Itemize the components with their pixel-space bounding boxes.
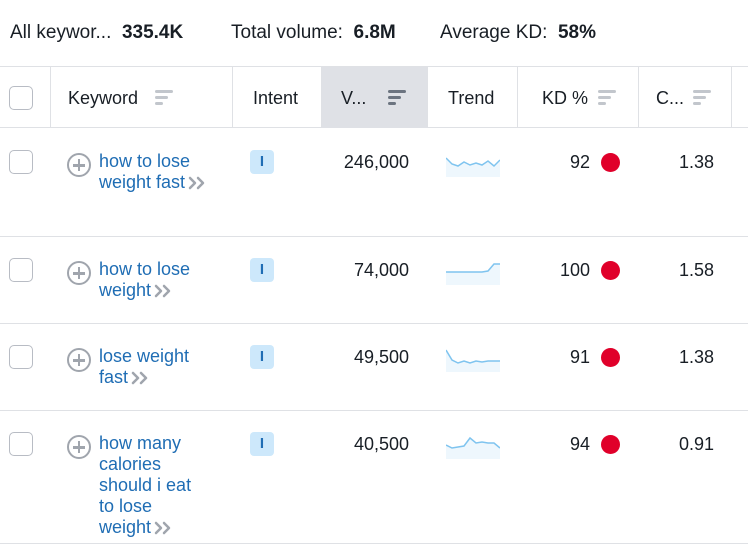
keywords-summary[interactable]: All keywor... 335.4K [10, 21, 183, 45]
cpc-value: 1.38 [678, 152, 714, 172]
volume-value: 246,000 [343, 152, 409, 172]
keyword-text: how many calories should i eat to lose w… [99, 433, 192, 537]
table-row: lose weight fast I 49,500 91 1.38 [0, 324, 748, 411]
sort-icon[interactable] [155, 90, 175, 106]
keywords-count: 335.4K [121, 22, 184, 43]
chevron-right-double-icon[interactable] [187, 176, 207, 190]
kd-value: 100 [559, 260, 590, 280]
header-trend-label: Trend [448, 88, 495, 108]
average-kd-label: Average KD: [440, 22, 548, 43]
kd-difficulty-dot [601, 347, 620, 367]
intent-badge[interactable]: I [250, 258, 274, 282]
row-checkbox[interactable] [9, 258, 33, 282]
intent-badge[interactable]: I [250, 345, 274, 369]
header-kd[interactable]: KD % [518, 67, 639, 128]
cpc-value: 1.38 [678, 347, 714, 367]
header-intent-label: Intent [253, 88, 299, 108]
row-checkbox[interactable] [9, 345, 33, 369]
chevron-right-double-icon[interactable] [130, 371, 150, 385]
cpc-value: 1.58 [678, 260, 714, 280]
add-keyword-icon[interactable] [67, 153, 91, 177]
keyword-link[interactable]: how to lose weight [99, 259, 209, 301]
sort-icon[interactable] [693, 90, 713, 106]
total-volume-value: 6.8M [353, 22, 396, 43]
sort-icon[interactable] [598, 90, 618, 106]
table-header: Keyword Intent V... Trend KD % C... [0, 66, 748, 128]
volume-value: 74,000 [353, 260, 409, 280]
header-intent[interactable]: Intent [233, 67, 322, 128]
keyword-link[interactable]: how to lose weight fast [99, 151, 209, 193]
header-cpc[interactable]: C... [639, 67, 732, 128]
header-keyword[interactable]: Keyword [51, 67, 233, 128]
kd-difficulty-dot [601, 260, 620, 280]
trend-sparkline[interactable] [446, 147, 500, 177]
keyword-text: lose weight fast [99, 346, 190, 387]
header-cpc-label: C... [656, 88, 685, 108]
select-all-checkbox[interactable] [9, 86, 33, 110]
volume-value: 40,500 [353, 434, 409, 454]
header-select-cell [0, 67, 51, 128]
header-kd-label: KD % [542, 88, 589, 108]
cpc-value: 0.91 [678, 434, 714, 454]
add-keyword-icon[interactable] [67, 348, 91, 372]
keywords-label: All keywor... [10, 22, 112, 43]
kd-value: 94 [569, 434, 590, 454]
keyword-link[interactable]: lose weight fast [99, 346, 209, 388]
sort-icon[interactable] [388, 90, 408, 106]
average-kd-value: 58% [557, 22, 596, 43]
kd-value: 91 [569, 347, 590, 367]
average-kd-summary: Average KD: 58% [440, 21, 596, 45]
intent-badge[interactable]: I [250, 150, 274, 174]
chevron-right-double-icon[interactable] [153, 521, 173, 535]
summary-bar: All keywor... 335.4K Total volume: 6.8M … [0, 0, 748, 66]
total-volume-summary: Total volume: 6.8M [231, 21, 396, 45]
table-row: how many calories should i eat to lose w… [0, 411, 748, 544]
trend-sparkline[interactable] [446, 255, 500, 285]
add-keyword-icon[interactable] [67, 435, 91, 459]
add-keyword-icon[interactable] [67, 261, 91, 285]
table-row: how to lose weight I 74,000 100 1.58 [0, 237, 748, 324]
total-volume-label: Total volume: [231, 22, 343, 43]
kd-difficulty-dot [601, 152, 620, 172]
chevron-right-double-icon[interactable] [153, 284, 173, 298]
trend-sparkline[interactable] [446, 342, 500, 372]
volume-value: 49,500 [353, 347, 409, 367]
kd-value: 92 [569, 152, 590, 172]
trend-sparkline[interactable] [446, 429, 500, 459]
keyword-text: how to lose weight [99, 259, 191, 300]
row-checkbox[interactable] [9, 432, 33, 456]
intent-badge[interactable]: I [250, 432, 274, 456]
header-keyword-label: Keyword [68, 88, 139, 108]
table-row: how to lose weight fast I 246,000 92 1.38 [0, 129, 748, 237]
keyword-text: how to lose weight fast [99, 151, 191, 192]
header-volume[interactable]: V... [322, 67, 428, 128]
row-checkbox[interactable] [9, 150, 33, 174]
header-volume-label: V... [341, 88, 367, 108]
kd-difficulty-dot [601, 434, 620, 454]
header-trend[interactable]: Trend [428, 67, 518, 128]
keyword-link[interactable]: how many calories should i eat to lose w… [99, 433, 209, 538]
